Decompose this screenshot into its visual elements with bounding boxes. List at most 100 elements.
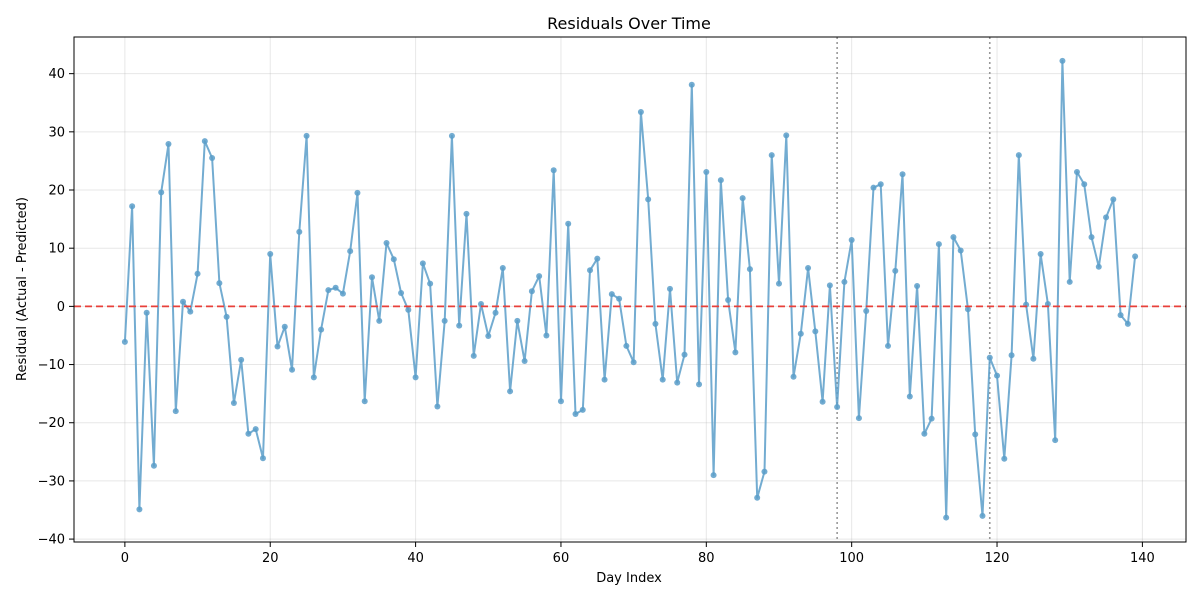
residual-data-point [172, 408, 179, 415]
residual-data-point [906, 393, 913, 400]
residual-data-point [812, 328, 819, 335]
residual-data-point [245, 430, 252, 437]
x-tick-label: 140 [1130, 551, 1155, 566]
residual-data-point [354, 189, 361, 196]
y-tick-label: −30 [38, 474, 65, 489]
residual-data-point [717, 177, 724, 184]
residual-data-point [376, 317, 383, 324]
y-tick-label: 40 [48, 67, 65, 82]
residual-data-point [681, 351, 688, 358]
residual-data-point [252, 426, 259, 433]
y-tick-label: 0 [57, 300, 65, 315]
residual-data-point [1117, 312, 1124, 319]
residual-data-point [267, 251, 274, 258]
residual-data-point [390, 256, 397, 263]
residual-data-point [986, 354, 993, 361]
residual-data-point [703, 168, 710, 175]
residual-data-point [187, 308, 194, 315]
residual-data-point [150, 462, 157, 469]
residual-data-point [877, 181, 884, 188]
residual-data-point [805, 264, 812, 271]
residual-data-point [608, 291, 615, 298]
residual-data-point [1132, 253, 1139, 260]
residual-data-point [921, 430, 928, 437]
residual-data-point [863, 308, 870, 315]
residual-data-point [761, 468, 768, 475]
x-tick-label: 100 [839, 551, 864, 566]
residual-data-point [754, 494, 761, 501]
residual-data-point [550, 167, 557, 174]
residual-data-point [652, 320, 659, 327]
residual-data-point [914, 283, 921, 290]
residual-data-point [543, 332, 550, 339]
residual-data-point [972, 431, 979, 438]
residual-data-point [979, 512, 986, 519]
residual-data-point [725, 296, 732, 303]
residual-data-point [1015, 152, 1022, 159]
residual-data-point [405, 306, 412, 313]
residual-data-point [485, 333, 492, 340]
y-tick-label: −40 [38, 533, 65, 548]
residual-data-point [318, 326, 325, 333]
residual-data-point [1030, 355, 1037, 362]
y-tick-label: −20 [38, 416, 65, 431]
residual-data-point [572, 411, 579, 418]
y-tick-label: 30 [48, 125, 65, 140]
residual-data-point [136, 506, 143, 513]
residual-data-point [441, 317, 448, 324]
x-tick-label: 0 [121, 551, 129, 566]
residual-data-point [1008, 352, 1015, 359]
residual-data-point [1088, 234, 1095, 241]
residual-data-point [870, 184, 877, 191]
series-layer [74, 57, 1186, 521]
residual-data-point [361, 398, 368, 405]
y-tick-label: −10 [38, 358, 65, 373]
residual-data-point [521, 358, 528, 365]
residual-data-point [310, 374, 317, 381]
residual-data-point [158, 189, 165, 196]
residual-data-point [885, 342, 892, 349]
residual-data-point [899, 171, 906, 178]
y-tick-label: 10 [48, 242, 65, 257]
residual-data-point [565, 220, 572, 227]
residual-data-point [463, 210, 470, 217]
residual-data-point [1081, 181, 1088, 188]
residual-data-point [964, 306, 971, 313]
residual-data-point [129, 203, 136, 210]
residual-data-point [557, 398, 564, 405]
residual-data-point [645, 196, 652, 203]
residual-data-point [296, 228, 303, 235]
residual-data-point [630, 359, 637, 366]
residual-data-point [368, 274, 375, 281]
residual-data-point [528, 288, 535, 295]
residual-data-point [746, 266, 753, 273]
residual-data-point [666, 285, 673, 292]
residual-data-point [674, 379, 681, 386]
residual-data-point [274, 343, 281, 350]
residual-data-point [259, 455, 266, 462]
residual-data-point [1110, 196, 1117, 203]
residual-data-point [1073, 168, 1080, 175]
residual-data-point [841, 278, 848, 285]
residual-data-point [398, 289, 405, 296]
residual-data-point [238, 356, 245, 363]
residual-data-point [339, 290, 346, 297]
residual-data-point [209, 155, 216, 162]
residual-data-point [514, 317, 521, 324]
residual-data-point [834, 404, 841, 411]
residual-data-point [230, 399, 237, 406]
residual-data-point [1037, 251, 1044, 258]
residual-data-point [1059, 57, 1066, 64]
residual-data-point [303, 132, 310, 139]
residual-data-point [194, 270, 201, 277]
reference-lines-layer [836, 37, 991, 542]
residual-data-point [994, 372, 1001, 379]
residual-data-point [1103, 214, 1110, 221]
residual-series-line [123, 59, 1137, 519]
residual-data-point [943, 514, 950, 521]
residual-data-point [492, 309, 499, 316]
residual-data-point [281, 323, 288, 330]
residual-data-point [143, 309, 150, 316]
residual-data-point [594, 255, 601, 262]
